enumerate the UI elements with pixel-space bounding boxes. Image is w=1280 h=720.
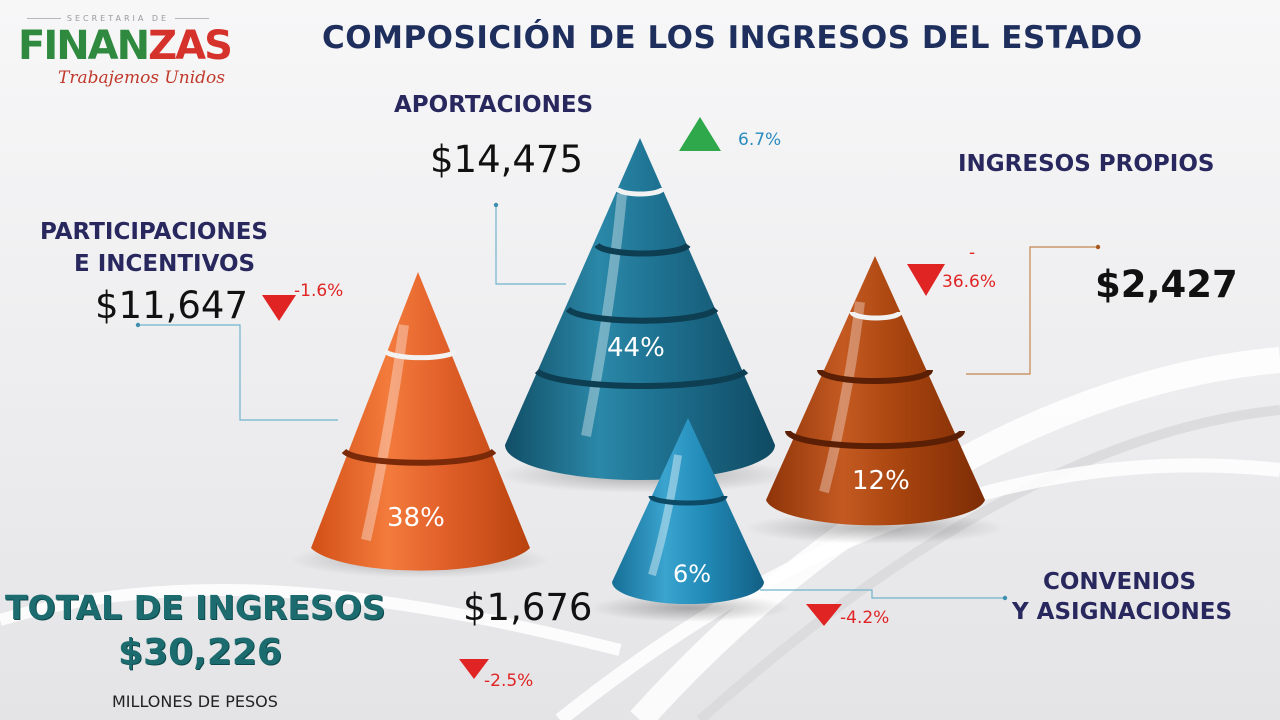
units-label: MILLONES DE PESOS [112, 692, 278, 711]
change-ingresos-propios: 36.6% [942, 272, 997, 292]
logo-wordmark: FINANZAS [18, 23, 233, 69]
cone-aportaciones [505, 138, 775, 480]
cone-convenios [612, 418, 764, 604]
down-arrow-icon [806, 604, 842, 626]
change-total: -2.5% [484, 671, 534, 691]
share-ingresos-propios: 12% [852, 466, 910, 496]
share-aportaciones: 44% [607, 333, 665, 363]
label-aportaciones: APORTACIONES [394, 92, 594, 118]
value-aportaciones: $14,475 [430, 138, 584, 181]
connector-lines [135, 202, 1101, 601]
change-convenios: -4.2% [840, 608, 890, 628]
down-arrow-icon [459, 659, 489, 679]
cone-ingresos-propios [766, 256, 985, 526]
change-aportaciones: 6.7% [738, 130, 782, 150]
cone-participaciones [311, 272, 530, 571]
value-participaciones: $11,647 [95, 284, 249, 327]
share-convenios: 6% [673, 560, 712, 588]
label-convenios-line1: CONVENIOS [1043, 569, 1197, 595]
down-arrow-icon [907, 264, 945, 296]
total-value: $30,226 [118, 632, 282, 673]
value-ingresos-propios: $2,427 [1095, 263, 1238, 306]
label-participaciones-line2: E INCENTIVOS [74, 251, 256, 277]
page-title: COMPOSICIÓN DE LOS INGRESOS DEL ESTADO [322, 20, 1143, 56]
logo-small-text: SECRETARIA DE [18, 14, 218, 23]
value-convenios: $1,676 [463, 586, 593, 629]
label-participaciones-line1: PARTICIPACIONES [40, 219, 268, 245]
share-participaciones: 38% [387, 503, 445, 533]
down-arrow-icon [262, 295, 296, 321]
change-ingresos-propios-sign: - [969, 243, 976, 263]
label-convenios-line2: Y ASIGNACIONES [1012, 599, 1233, 625]
logo-tagline: Trabajemos Unidos [58, 68, 225, 88]
label-ingresos-propios: INGRESOS PROPIOS [958, 151, 1215, 177]
change-participaciones: -1.6% [294, 281, 344, 301]
up-arrow-icon [679, 117, 721, 151]
finanzas-logo: SECRETARIA DE FINANZAS Trabajemos Unidos [18, 8, 253, 90]
total-label: TOTAL DE INGRESOS [5, 588, 386, 627]
